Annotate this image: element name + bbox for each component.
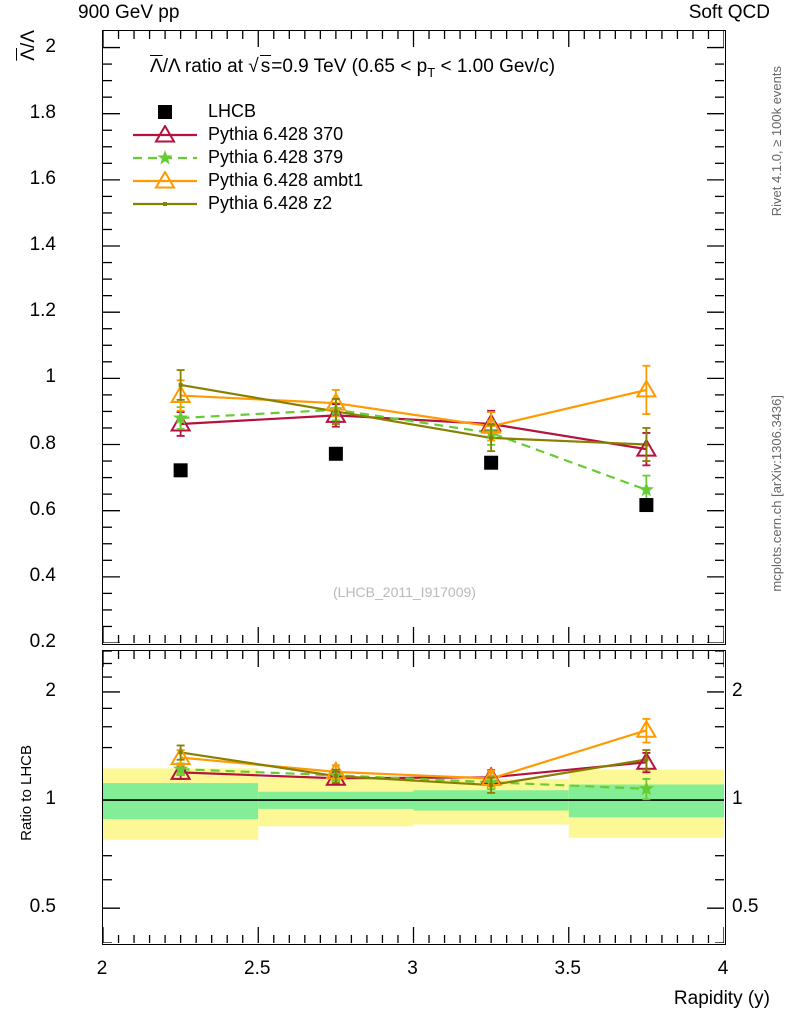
legend-marker-small-dot (133, 194, 197, 214)
x-tick-4: 4 (717, 958, 729, 979)
legend-marker-open-triangle (133, 123, 197, 145)
legend-item-4[interactable]: Pythia 6.428 z2 (133, 192, 363, 215)
legend-label: Pythia 6.428 ambt1 (208, 170, 364, 190)
y-tick-ratio-right-2: 2 (732, 679, 743, 701)
x-tick-3.5: 3.5 (554, 958, 581, 979)
rivet-version-caption: Rivet 4.1.0, ≥ 100k events (769, 66, 784, 217)
y-tick-main-0.6: 0.6 (29, 498, 56, 520)
y-tick-ratio-left-0.5: 0.5 (29, 896, 56, 918)
x-axis-label: Rapidity (y) (673, 988, 770, 1009)
lambda-bar-glyph: Λ (150, 56, 163, 77)
x-tick-2: 2 (96, 958, 108, 979)
y-tick-main-1.2: 1.2 (29, 300, 56, 322)
legend-item-0[interactable]: LHCB (133, 100, 363, 123)
main-plot-panel (102, 30, 726, 645)
legend-marker-star (133, 148, 197, 168)
analysis-category-label: Soft QCD (688, 2, 770, 23)
pt-subscript: T (427, 64, 436, 80)
legend-item-3[interactable]: Pythia 6.428 ambt1 (133, 169, 363, 192)
legend-label: LHCB (208, 101, 257, 121)
main-plot-canvas (103, 31, 724, 643)
sqrt-s-glyph: s (259, 55, 272, 77)
y-tick-main-1.4: 1.4 (29, 234, 56, 256)
y-tick-ratio-right-1: 1 (732, 788, 743, 810)
y-tick-main-1.8: 1.8 (29, 101, 56, 123)
legend-marker-open-triangle (133, 169, 197, 191)
legend-label: Pythia 6.428 z2 (208, 193, 333, 213)
legend-marker-filled-square (133, 102, 197, 122)
x-tick-3: 3 (407, 958, 418, 979)
y-tick-ratio-right-0.5: 0.5 (732, 896, 759, 918)
legend-item-1[interactable]: Pythia 6.428 370 (133, 123, 363, 146)
title-tail: < 1.00 Gev/c) (435, 56, 556, 77)
y-tick-main-2: 2 (45, 35, 56, 57)
ratio-plot-panel (102, 650, 726, 945)
legend-label: Pythia 6.428 379 (208, 147, 344, 167)
y-tick-ratio-left-1: 1 (45, 788, 56, 810)
beam-energy-label: 900 GeV pp (78, 2, 180, 23)
legend: LHCB Pythia 6.428 370 Pythia 6.428 379 Pyth… (133, 100, 363, 215)
plot-title: Λ/Λ ratio at √ s=0.9 TeV (0.65 < pT < 1.0… (150, 55, 556, 80)
legend-item-2[interactable]: Pythia 6.428 379 (133, 146, 363, 169)
y-tick-main-1.6: 1.6 (29, 167, 56, 189)
title-mid: =0.9 TeV (0.65 < p (271, 56, 428, 77)
y-tick-main-1: 1 (45, 366, 56, 388)
ratio-plot-canvas (103, 651, 724, 943)
title-lead: /Λ ratio at (162, 56, 249, 77)
y-tick-main-0.2: 0.2 (29, 631, 56, 652)
mcplots-source-caption: mcplots.cern.ch [arXiv:1306.3436] (769, 395, 784, 592)
y-tick-ratio-left-2: 2 (45, 679, 56, 701)
x-tick-2.5: 2.5 (244, 958, 271, 979)
y-tick-main-0.4: 0.4 (29, 564, 56, 586)
y-tick-main-0.8: 0.8 (29, 432, 56, 454)
legend-label: Pythia 6.428 370 (208, 124, 344, 144)
analysis-id-watermark: (LHCB_2011_I917009) (333, 584, 476, 600)
